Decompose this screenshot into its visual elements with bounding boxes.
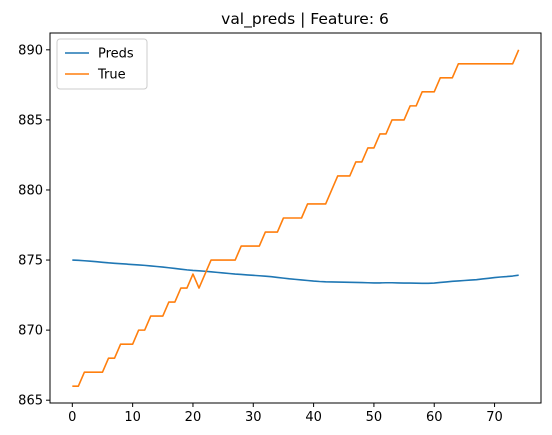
x-tick-label: 40 [305, 410, 322, 425]
plot-frame [49, 32, 542, 404]
y-tick-label: 880 [18, 183, 43, 198]
x-tick-label: 0 [68, 410, 76, 425]
series-line-preds [72, 259, 519, 285]
plot-area [72, 49, 520, 387]
legend-box [56, 38, 148, 90]
legend-label-true: True [97, 68, 126, 83]
y-axis: 865 870 875 880 885 890 [18, 43, 50, 409]
y-tick-label: 890 [18, 43, 43, 58]
x-tick-label: 60 [426, 410, 443, 425]
y-tick-label: 870 [18, 324, 43, 339]
y-tick-label: 885 [18, 113, 43, 128]
x-tick-label: 20 [185, 410, 202, 425]
y-tick-label: 865 [18, 394, 43, 409]
chart-title: val_preds | Feature: 6 [221, 10, 389, 29]
legend: Preds True [56, 38, 148, 90]
x-tick-label: 50 [366, 410, 383, 425]
x-tick-label: 70 [486, 410, 503, 425]
x-tick-label: 30 [245, 410, 262, 425]
x-axis: 0 10 20 30 40 50 60 70 [68, 403, 503, 425]
x-tick-label: 10 [124, 410, 141, 425]
legend-label-preds: Preds [98, 47, 134, 62]
series-line-true [72, 49, 520, 387]
y-tick-label: 875 [18, 254, 43, 269]
